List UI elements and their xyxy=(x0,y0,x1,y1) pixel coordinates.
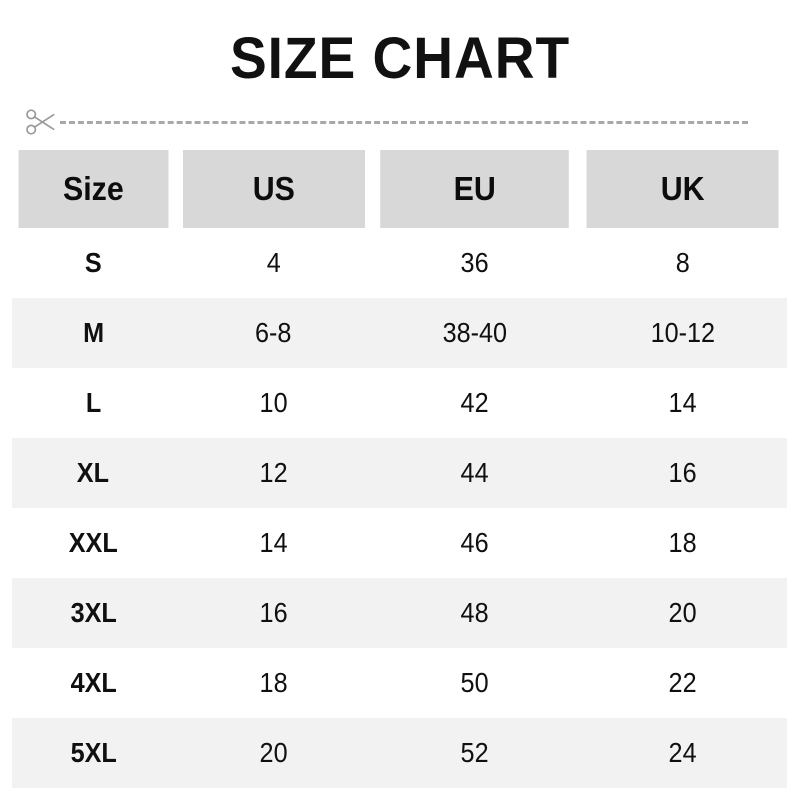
cell-uk: 8 xyxy=(577,228,787,298)
cell-size: L xyxy=(12,368,175,438)
scissors-icon xyxy=(26,109,55,135)
cell-text: 44 xyxy=(461,457,490,488)
cell-uk: 10-12 xyxy=(577,298,787,368)
cell-text: 46 xyxy=(461,527,490,558)
cell-us: 10 xyxy=(174,368,373,438)
cell-us: 14 xyxy=(174,508,373,578)
cell-text: 14 xyxy=(668,387,697,418)
cell-us: 4 xyxy=(174,228,373,298)
cell-text: 22 xyxy=(668,667,697,698)
cell-size: 4XL xyxy=(12,648,175,718)
cell-text: 4 xyxy=(266,247,281,278)
cell-eu: 50 xyxy=(372,648,578,718)
cell-eu: 42 xyxy=(372,368,578,438)
cell-us: 12 xyxy=(174,438,373,508)
cell-size: M xyxy=(12,298,175,368)
table-row: XXL 14 46 18 xyxy=(12,508,787,578)
cell-text: XL xyxy=(77,457,110,488)
cell-text: 16 xyxy=(668,457,697,488)
cell-uk: 16 xyxy=(577,438,787,508)
cell-text: 50 xyxy=(461,667,490,698)
cell-size: 5XL xyxy=(12,718,175,788)
cell-text: XXL xyxy=(68,527,118,558)
cell-us: 20 xyxy=(174,718,373,788)
table-row: S 4 36 8 xyxy=(12,228,787,298)
cell-text: 18 xyxy=(668,527,697,558)
column-header-eu: EU xyxy=(380,150,570,228)
table-row: M 6-8 38-40 10-12 xyxy=(12,298,787,368)
cell-eu: 52 xyxy=(372,718,578,788)
cell-text: S xyxy=(84,247,102,278)
cell-eu: 46 xyxy=(372,508,578,578)
cell-text: L xyxy=(85,387,102,418)
cell-eu: 48 xyxy=(372,578,578,648)
dashed-cut-line xyxy=(60,120,748,124)
cell-text: 36 xyxy=(461,247,490,278)
cell-eu: 38-40 xyxy=(372,298,578,368)
table-row: 3XL 16 48 20 xyxy=(12,578,787,648)
cell-text: 52 xyxy=(461,737,490,768)
cell-text: 10-12 xyxy=(650,317,715,348)
cell-text: 48 xyxy=(461,597,490,628)
cell-text: 5XL xyxy=(70,737,117,768)
cell-text: 14 xyxy=(259,527,288,558)
cell-text: 4XL xyxy=(70,667,117,698)
cell-us: 16 xyxy=(174,578,373,648)
table-row: 4XL 18 50 22 xyxy=(12,648,787,718)
cell-text: 8 xyxy=(675,247,690,278)
cell-uk: 18 xyxy=(577,508,787,578)
cell-text: 16 xyxy=(259,597,288,628)
cell-text: 18 xyxy=(259,667,288,698)
cell-us: 18 xyxy=(174,648,373,718)
cell-uk: 20 xyxy=(577,578,787,648)
cell-size: XXL xyxy=(12,508,175,578)
column-header-uk: UK xyxy=(586,150,779,228)
cell-text: 6-8 xyxy=(255,317,292,348)
column-header-size: Size xyxy=(18,150,169,228)
cell-uk: 24 xyxy=(577,718,787,788)
cell-us: 6-8 xyxy=(174,298,373,368)
cell-eu: 36 xyxy=(372,228,578,298)
column-header-us: US xyxy=(182,150,365,228)
cell-text: 24 xyxy=(668,737,697,768)
cell-uk: 14 xyxy=(577,368,787,438)
page-title: SIZE CHART xyxy=(229,26,571,91)
cell-text: 20 xyxy=(259,737,288,768)
table-row: XL 12 44 16 xyxy=(12,438,787,508)
cell-text: 42 xyxy=(461,387,490,418)
table-header-row: Size US EU UK xyxy=(12,150,787,228)
size-chart-table: Size US EU UK S 4 36 8 M 6-8 38-40 10-12… xyxy=(12,150,787,788)
cut-line xyxy=(24,104,768,140)
cell-eu: 44 xyxy=(372,438,578,508)
cell-text: 20 xyxy=(668,597,697,628)
table-row: L 10 42 14 xyxy=(12,368,787,438)
cell-text: 10 xyxy=(259,387,288,418)
cell-text: M xyxy=(82,317,104,348)
cell-size: XL xyxy=(12,438,175,508)
cell-uk: 22 xyxy=(577,648,787,718)
table-row: 5XL 20 52 24 xyxy=(12,718,787,788)
cell-text: 3XL xyxy=(70,597,117,628)
cell-size: 3XL xyxy=(12,578,175,648)
table-header: Size US EU UK xyxy=(12,150,787,228)
table-body: S 4 36 8 M 6-8 38-40 10-12 L 10 42 14 XL… xyxy=(12,228,787,788)
cell-text: 12 xyxy=(259,457,288,488)
cell-size: S xyxy=(12,228,175,298)
cell-text: 38-40 xyxy=(442,317,508,348)
